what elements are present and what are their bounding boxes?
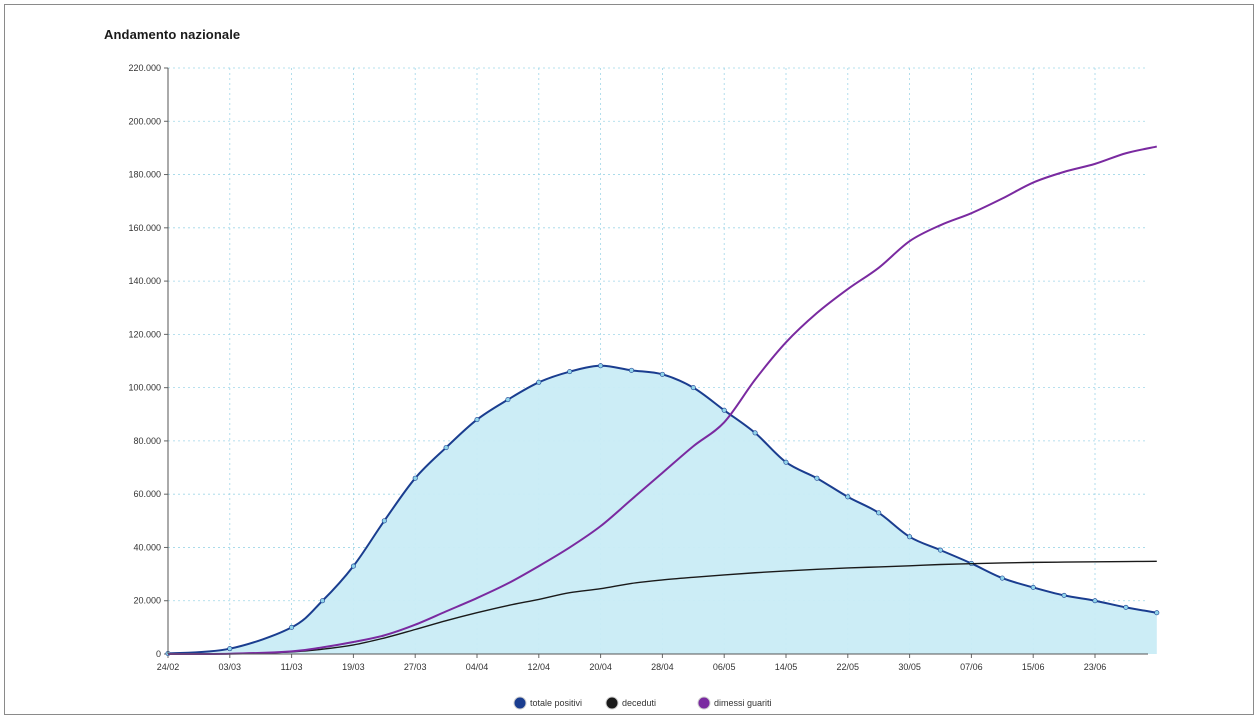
totale-positivi-point <box>412 475 418 481</box>
x-tick-label: 04/04 <box>466 662 489 672</box>
x-tick-label: 20/04 <box>589 662 612 672</box>
dimessi-guariti-line <box>167 145 1158 656</box>
deceduti-line <box>167 560 1157 655</box>
legend-label-totale-positivi: totale positivi <box>530 698 582 708</box>
totale-positivi-point <box>659 371 665 377</box>
y-tick-label: 80.000 <box>133 436 161 446</box>
totale-positivi-point <box>628 367 634 373</box>
chart-title: Andamento nazionale <box>104 27 241 42</box>
totale-positivi-point <box>1030 584 1036 590</box>
legend-label-deceduti: deceduti <box>622 698 656 708</box>
totale-positivi-point <box>1092 598 1098 604</box>
totale-positivi-point <box>319 598 325 604</box>
totale-positivi-point <box>783 459 789 465</box>
totale-positivi-point <box>598 363 604 369</box>
x-tick-label: 24/02 <box>157 662 180 672</box>
totale-positivi-point <box>1061 592 1067 598</box>
totale-positivi-point <box>937 547 943 553</box>
totale-positivi-point <box>474 417 480 423</box>
totale-positivi-point <box>381 518 387 524</box>
totale-positivi-point <box>845 494 851 500</box>
legend-marker-dimessi-guariti <box>697 696 711 710</box>
x-tick-label: 03/03 <box>219 662 242 672</box>
area-fill <box>168 365 1157 654</box>
legend-marker-deceduti <box>605 696 619 710</box>
y-tick-label: 180.000 <box>128 170 161 180</box>
x-tick-label: 15/06 <box>1022 662 1045 672</box>
x-tick-label: 06/05 <box>713 662 736 672</box>
y-tick-label: 40.000 <box>133 542 161 552</box>
series-lines <box>165 145 1160 656</box>
y-tick-label: 60.000 <box>133 489 161 499</box>
x-tick-label: 30/05 <box>898 662 921 672</box>
totale-positivi-area <box>168 365 1157 654</box>
totale-positivi-point <box>814 475 820 481</box>
axes <box>167 68 1148 655</box>
y-tick-label: 220.000 <box>128 63 161 73</box>
legend-marker-totale-positivi <box>513 696 527 710</box>
y-tick-label: 120.000 <box>128 329 161 339</box>
y-tick-label: 200.000 <box>128 116 161 126</box>
x-tick-label: 23/06 <box>1084 662 1107 672</box>
x-tick-label: 27/03 <box>404 662 427 672</box>
x-tick-label: 14/05 <box>775 662 798 672</box>
legend: totale positivi deceduti dimessi guariti <box>513 696 772 710</box>
totale-positivi-point <box>721 407 727 413</box>
y-axis-ticks: 0 20.000 40.000 60.000 80.000 100.000 120.000 1… <box>128 63 168 659</box>
totale-positivi-point <box>289 624 295 630</box>
totale-positivi-point <box>690 385 696 391</box>
y-tick-label: 0 <box>156 649 161 659</box>
x-tick-label: 28/04 <box>651 662 674 672</box>
legend-label-dimessi-guariti: dimessi guariti <box>714 698 772 708</box>
totale-positivi-point <box>876 510 882 516</box>
y-tick-label: 100.000 <box>128 383 161 393</box>
totale-positivi-point <box>536 379 542 385</box>
totale-positivi-point <box>350 563 356 569</box>
totale-positivi-point <box>443 445 449 451</box>
x-tick-label: 07/06 <box>960 662 983 672</box>
totale-positivi-point <box>567 369 573 375</box>
x-axis-ticks: 24/02 03/03 11/03 19/03 27/03 04/04 12/04 20/04… <box>157 654 1107 672</box>
y-tick-label: 20.000 <box>133 596 161 606</box>
y-tick-label: 140.000 <box>128 276 161 286</box>
totale-positivi-point <box>907 534 913 540</box>
totale-positivi-point <box>227 646 233 652</box>
x-tick-label: 12/04 <box>528 662 551 672</box>
totale-positivi-point <box>1154 610 1160 616</box>
y-tick-label: 160.000 <box>128 223 161 233</box>
x-tick-label: 19/03 <box>342 662 365 672</box>
x-tick-label: 22/05 <box>837 662 860 672</box>
totale-positivi-point <box>505 397 511 403</box>
x-tick-label: 11/03 <box>281 662 303 672</box>
totale-positivi-point <box>752 430 758 436</box>
gridlines <box>167 67 1148 655</box>
totale-positivi-point <box>999 575 1005 581</box>
totale-positivi-point <box>1123 604 1129 610</box>
